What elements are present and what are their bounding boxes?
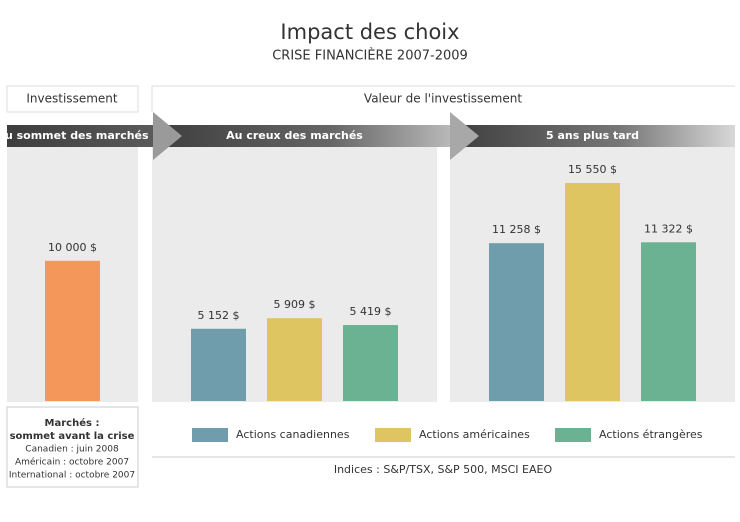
note-box — [6, 406, 139, 488]
header-box — [6, 85, 139, 113]
arrow — [450, 112, 479, 160]
bar — [343, 325, 398, 401]
arrow — [153, 112, 182, 160]
category-label: 5 ans plus tard — [546, 129, 639, 142]
header: Valeur de l'investissement — [364, 92, 522, 106]
subtitle: CRISE FINANCIÈRE 2007-2009 — [272, 48, 468, 64]
value-label: 11 258 $ — [492, 223, 541, 236]
legend-swatch — [375, 428, 411, 442]
value-label: 11 322 $ — [644, 222, 693, 235]
note-title: sommet avant la crise — [10, 431, 135, 442]
bar — [641, 242, 696, 401]
note-line: International : octobre 2007 — [9, 471, 135, 481]
note-line: Américain : octobre 2007 — [15, 457, 129, 468]
value-label: 5 909 $ — [274, 298, 316, 311]
header-box — [151, 85, 735, 112]
bar — [489, 243, 544, 401]
category-label: Au creux des marchés — [226, 129, 363, 142]
bar — [267, 318, 322, 401]
band — [7, 125, 153, 147]
note-line: Canadien : juin 2008 — [25, 445, 119, 455]
bar — [45, 260, 100, 401]
legend-label: Actions américaines — [419, 428, 530, 441]
legend-swatch — [192, 428, 228, 442]
value-label: 5 152 $ — [198, 309, 240, 322]
title: Impact des choix — [280, 20, 459, 44]
bar — [191, 328, 246, 401]
legend-label: Actions canadiennes — [236, 428, 350, 441]
band — [450, 125, 735, 147]
source: Indices : S&P/TSX, S&P 500, MSCI EAEO — [334, 463, 553, 476]
band — [153, 125, 450, 147]
legend-label: Actions étrangères — [599, 428, 703, 441]
value-label: 15 550 $ — [568, 163, 617, 176]
value-label: 10 000 $ — [48, 241, 97, 254]
category-label: Au sommet des marchés — [0, 129, 149, 142]
legend-swatch — [555, 428, 591, 442]
note-title: Marchés : — [45, 417, 100, 429]
value-label: 5 419 $ — [350, 305, 392, 318]
header: Investissement — [26, 92, 117, 106]
bar — [565, 183, 620, 401]
